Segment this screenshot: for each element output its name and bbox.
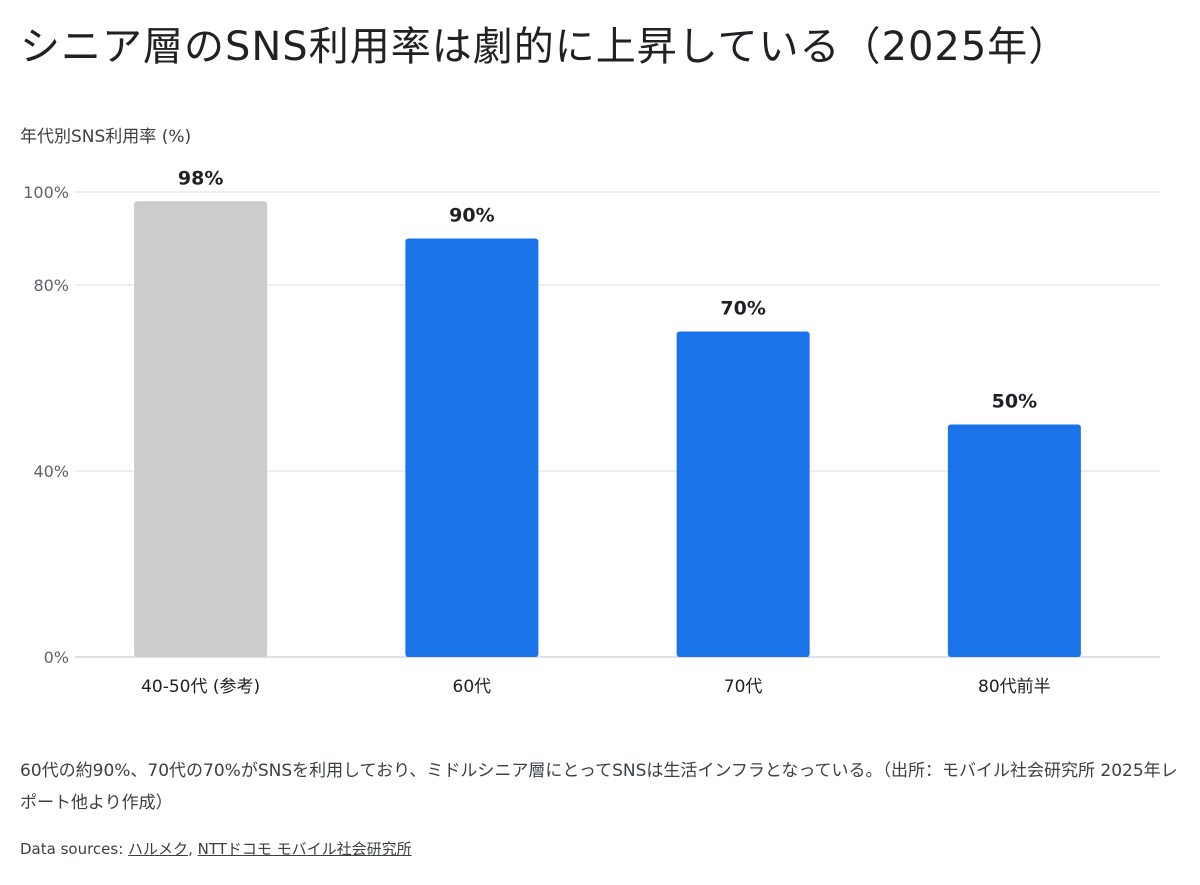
chart-note: 60代の約90%、70代の70%がSNSを利用しており、ミドルシニア層にとってS…: [20, 761, 1178, 813]
y-axis-title: 年代別SNS利用率 (%): [20, 127, 192, 147]
bar[interactable]: [947, 424, 1081, 658]
bar[interactable]: [676, 331, 810, 658]
source-link-docomo[interactable]: NTTドコモ モバイル社会研究所: [197, 840, 412, 858]
x-tick-label: 70代: [724, 677, 763, 697]
data-sources: Data sources: ハルメク, NTTドコモ モバイル社会研究所: [20, 838, 412, 859]
source-separator: ,: [188, 840, 198, 858]
chart-title: シニア層のSNS利用率は劇的に上昇している（2025年）: [20, 24, 1070, 70]
y-tick-label: 80%: [33, 276, 69, 295]
y-tick-label: 0%: [44, 648, 69, 667]
x-tick-label: 80代前半: [978, 677, 1051, 697]
data-label: 98%: [178, 167, 223, 189]
data-sources-prefix: Data sources:: [20, 840, 129, 858]
bar[interactable]: [405, 238, 539, 658]
x-tick-label: 60代: [453, 677, 492, 697]
bar[interactable]: [134, 201, 268, 658]
data-label: 90%: [449, 205, 494, 227]
x-tick-label: 40-50代 (参考): [141, 677, 260, 697]
source-link-halmek[interactable]: ハルメク: [128, 840, 189, 858]
data-label: 50%: [992, 391, 1037, 413]
data-label: 70%: [720, 298, 765, 320]
bar-chart: 0% 40% 80% 100% 98% 40-50代 (参考) 90% 60代 70% 70代 50…: [23, 167, 1160, 697]
y-tick-label: 100%: [23, 183, 69, 202]
y-tick-label: 40%: [33, 462, 69, 481]
